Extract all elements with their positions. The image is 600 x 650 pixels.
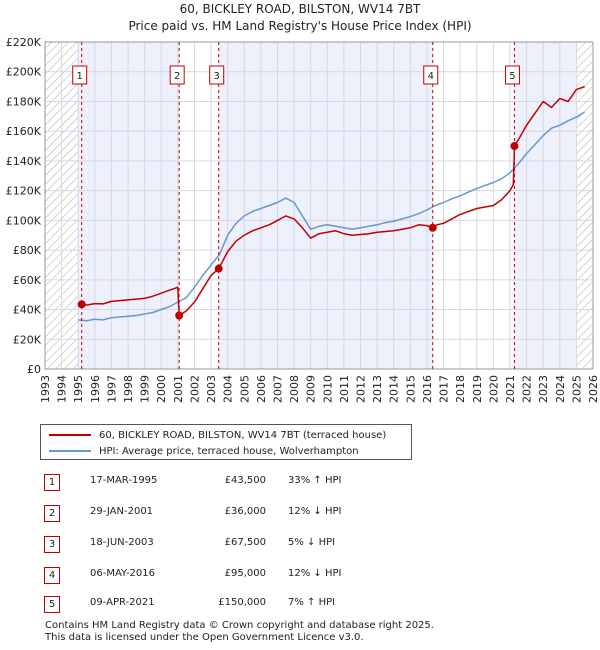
x-tick-label: 2023 xyxy=(537,375,550,403)
ownership-gap-region xyxy=(179,42,219,369)
x-tick-label: 2004 xyxy=(222,375,235,403)
hpi-series-line xyxy=(78,111,586,322)
y-tick-label: £80K xyxy=(13,244,42,257)
x-tick-label: 2005 xyxy=(238,375,251,403)
x-tick-label: 1998 xyxy=(122,375,135,403)
sale-price: £67,500 xyxy=(224,537,266,548)
sale-label-box xyxy=(504,65,520,85)
y-tick-label: £220K xyxy=(6,36,42,49)
x-tick-label: 2014 xyxy=(388,375,401,403)
x-tick-label: 2007 xyxy=(271,375,284,403)
sale-label-box xyxy=(72,65,88,85)
x-tick-label: 2003 xyxy=(205,375,218,403)
x-tick-label: 2002 xyxy=(188,375,201,403)
sale-price: £150,000 xyxy=(218,597,266,608)
sale-price: £36,000 xyxy=(224,506,266,517)
x-tick-label: 2024 xyxy=(554,375,567,403)
sale-marker xyxy=(214,264,223,273)
sale-marker xyxy=(175,311,184,320)
x-tick-label: 2020 xyxy=(487,375,500,403)
x-tick-label: 2016 xyxy=(421,375,434,403)
sale-number-badge: 2 xyxy=(44,505,60,522)
legend-item-hpi: HPI: Average price, terraced house, Wolv… xyxy=(49,443,359,459)
y-tick-label: £60K xyxy=(13,274,42,287)
chart-title: 60, BICKLEY ROAD, BILSTON, WV14 7BT xyxy=(179,2,421,16)
x-tick-label: 2011 xyxy=(338,375,351,403)
price-series-line xyxy=(81,85,585,317)
ownership-gap-region xyxy=(432,42,515,369)
legend-item-price: 60, BICKLEY ROAD, BILSTON, WV14 7BT (ter… xyxy=(49,427,386,443)
x-tick-label: 2006 xyxy=(255,375,268,403)
price-chart: £0 £20K £40K £60K £80K £100K £120K £140K £160K £1… xyxy=(6,36,600,403)
x-tick-label: 2021 xyxy=(504,375,517,403)
y-tick-label: £120K xyxy=(6,185,42,198)
legend-label-price: 60, BICKLEY ROAD, BILSTON, WV14 7BT (ter… xyxy=(99,429,387,441)
sale-date: 09-APR-2021 xyxy=(90,597,155,608)
sale-label-box xyxy=(209,65,225,85)
post-data-hatch xyxy=(576,42,593,369)
sale-label-number: 5 xyxy=(509,71,515,82)
chart-subtitle: Price paid vs. HM Land Registry's House … xyxy=(128,19,472,33)
legend: 60, BICKLEY ROAD, BILSTON, WV14 7BT (ter… xyxy=(40,424,412,460)
sale-label-number: 1 xyxy=(77,71,83,82)
x-tick-label: 1995 xyxy=(72,375,85,403)
sale-label-number: 2 xyxy=(174,71,180,82)
sale-marker xyxy=(428,223,437,232)
sale-hpi-diff: 12% ↓ HPI xyxy=(288,506,342,517)
sale-label-box xyxy=(423,65,439,85)
x-tick-label: 2012 xyxy=(355,375,368,403)
x-tick-label: 1994 xyxy=(56,375,69,403)
legend-swatch-price xyxy=(49,434,91,436)
x-tick-label: 2009 xyxy=(305,375,318,403)
y-tick-label: £160K xyxy=(6,125,42,138)
sale-label-number: 3 xyxy=(214,71,220,82)
y-tick-label: £20K xyxy=(13,333,42,346)
x-tick-label: 1993 xyxy=(39,375,52,403)
y-tick-label: £40K xyxy=(13,304,42,317)
sale-marker xyxy=(510,142,519,151)
sale-date: 29-JAN-2001 xyxy=(90,506,154,517)
sale-label-box xyxy=(169,65,185,85)
sale-hpi-diff: 33% ↑ HPI xyxy=(288,475,342,486)
sale-number-badge: 3 xyxy=(44,536,60,553)
footer-copyright: Contains HM Land Registry data © Crown c… xyxy=(45,620,434,631)
x-tick-label: 2025 xyxy=(570,375,583,403)
sale-price: £43,500 xyxy=(224,475,266,486)
x-tick-label: 1996 xyxy=(89,375,102,403)
x-tick-label: 2010 xyxy=(321,375,334,403)
x-tick-label: 2026 xyxy=(587,375,600,403)
y-tick-label: £180K xyxy=(6,95,42,108)
x-tick-label: 2008 xyxy=(288,375,301,403)
sale-number-badge: 5 xyxy=(44,596,60,613)
sale-price: £95,000 xyxy=(224,568,266,579)
sale-label-number: 4 xyxy=(428,71,434,82)
footer-licence: This data is licensed under the Open Gov… xyxy=(45,632,364,643)
sale-number-badge: 4 xyxy=(44,567,60,584)
sale-date: 06-MAY-2016 xyxy=(90,568,156,579)
legend-label-hpi: HPI: Average price, terraced house, Wolv… xyxy=(99,445,359,457)
sale-marker xyxy=(77,300,86,309)
x-tick-label: 2017 xyxy=(438,375,451,403)
sale-hpi-diff: 12% ↓ HPI xyxy=(288,568,342,579)
y-tick-label: £0 xyxy=(27,363,41,376)
sale-hpi-diff: 5% ↓ HPI xyxy=(288,537,336,548)
x-tick-label: 2022 xyxy=(521,375,534,403)
y-tick-label: £200K xyxy=(6,66,42,79)
sale-date: 18-JUN-2003 xyxy=(90,537,154,548)
x-tick-label: 2000 xyxy=(155,375,168,403)
y-tick-label: £100K xyxy=(6,214,42,227)
sale-number-badge: 1 xyxy=(44,474,60,491)
legend-swatch-hpi xyxy=(49,450,91,452)
x-tick-label: 2015 xyxy=(404,375,417,403)
x-tick-label: 2013 xyxy=(371,375,384,403)
x-tick-label: 1999 xyxy=(139,375,152,403)
x-tick-label: 2018 xyxy=(454,375,467,403)
sale-date: 17-MAR-1995 xyxy=(90,475,158,486)
x-tick-label: 2001 xyxy=(172,375,185,403)
plot-frame xyxy=(44,41,594,370)
x-tick-label: 2019 xyxy=(471,375,484,403)
y-tick-label: £140K xyxy=(6,155,42,168)
x-tick-label: 1997 xyxy=(105,375,118,403)
sale-hpi-diff: 7% ↑ HPI xyxy=(288,597,336,608)
